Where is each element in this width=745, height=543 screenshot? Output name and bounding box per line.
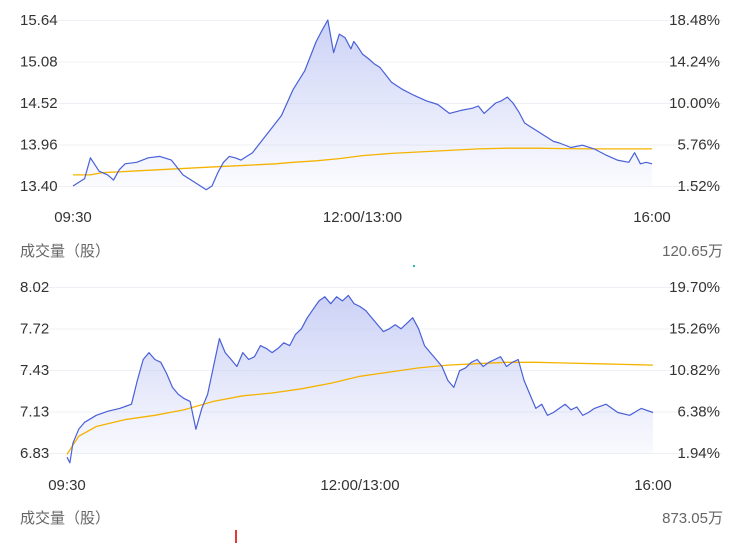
x-tick-label: 09:30 xyxy=(48,477,86,494)
y-tick-label-right: 19.70% xyxy=(669,279,720,296)
y-tick-label-left: 15.08 xyxy=(20,54,58,71)
y-tick-label-right: 1.94% xyxy=(677,445,720,462)
chart-2-price-area xyxy=(67,295,653,463)
volume-label: 成交量（股） xyxy=(20,243,111,260)
x-tick-label: 09:30 xyxy=(54,209,92,226)
y-tick-label-right: 15.26% xyxy=(669,321,720,338)
y-tick-label-left: 8.02 xyxy=(20,279,49,296)
y-tick-label-right: 14.24% xyxy=(669,54,720,71)
chart-2-x-axis: 09:30 12:00/13:00 16:00 xyxy=(48,477,672,494)
y-tick-label-left: 7.72 xyxy=(20,321,49,338)
x-tick-label: 12:00/13:00 xyxy=(320,477,399,494)
chart-1-y-axis-left: 15.64 15.08 14.52 13.96 13.40 xyxy=(20,12,58,195)
y-tick-label-left: 6.83 xyxy=(20,445,49,462)
y-tick-label-right: 18.48% xyxy=(669,12,720,29)
volume-value: 120.65万 xyxy=(662,243,723,260)
y-tick-label-right: 6.38% xyxy=(677,404,720,421)
chart-2-average-line xyxy=(66,361,654,455)
volume-label: 成交量（股） xyxy=(20,510,111,527)
chart-2-y-axis-left: 8.02 7.72 7.43 7.13 6.83 xyxy=(20,279,49,462)
x-tick-label: 12:00/13:00 xyxy=(323,209,402,226)
volume-bar-tick xyxy=(235,530,237,543)
chart-1-price-area xyxy=(73,20,652,190)
y-tick-label-right: 10.82% xyxy=(669,362,720,379)
y-tick-label-left: 14.52 xyxy=(20,95,58,112)
y-tick-label-left: 7.13 xyxy=(20,404,49,421)
y-tick-label-right: 5.76% xyxy=(677,137,720,154)
chart-2-y-axis-right: 19.70% 15.26% 10.82% 6.38% 1.94% xyxy=(669,279,720,462)
chart-1-x-axis: 09:30 12:00/13:00 16:00 xyxy=(54,209,671,226)
volume-row-2: 成交量（股） 873.05万 xyxy=(0,507,745,531)
intraday-chart-1: 15.64 15.08 14.52 13.96 13.40 18.48% 14.24% 10… xyxy=(20,12,722,226)
y-tick-label-right: 1.52% xyxy=(677,178,720,195)
chart-1-average-line xyxy=(73,147,652,176)
y-tick-label-left: 15.64 xyxy=(20,12,58,29)
volume-marker xyxy=(413,265,415,267)
chart-1-y-axis-right: 18.48% 14.24% 10.00% 5.76% 1.52% xyxy=(669,12,720,195)
y-tick-label-left: 7.43 xyxy=(20,362,49,379)
x-tick-label: 16:00 xyxy=(634,477,672,494)
chart-1-price-line xyxy=(72,19,653,191)
y-tick-label-right: 10.00% xyxy=(669,95,720,112)
x-tick-label: 16:00 xyxy=(633,209,671,226)
chart-2-price-line xyxy=(66,294,654,464)
volume-row-1: 成交量（股） 120.65万 xyxy=(0,240,745,264)
volume-value: 873.05万 xyxy=(662,510,723,527)
y-tick-label-left: 13.40 xyxy=(20,178,58,195)
intraday-chart-2: 8.02 7.72 7.43 7.13 6.83 19.70% 15.26% 10.82% 6… xyxy=(20,279,722,494)
y-tick-label-left: 13.96 xyxy=(20,137,58,154)
